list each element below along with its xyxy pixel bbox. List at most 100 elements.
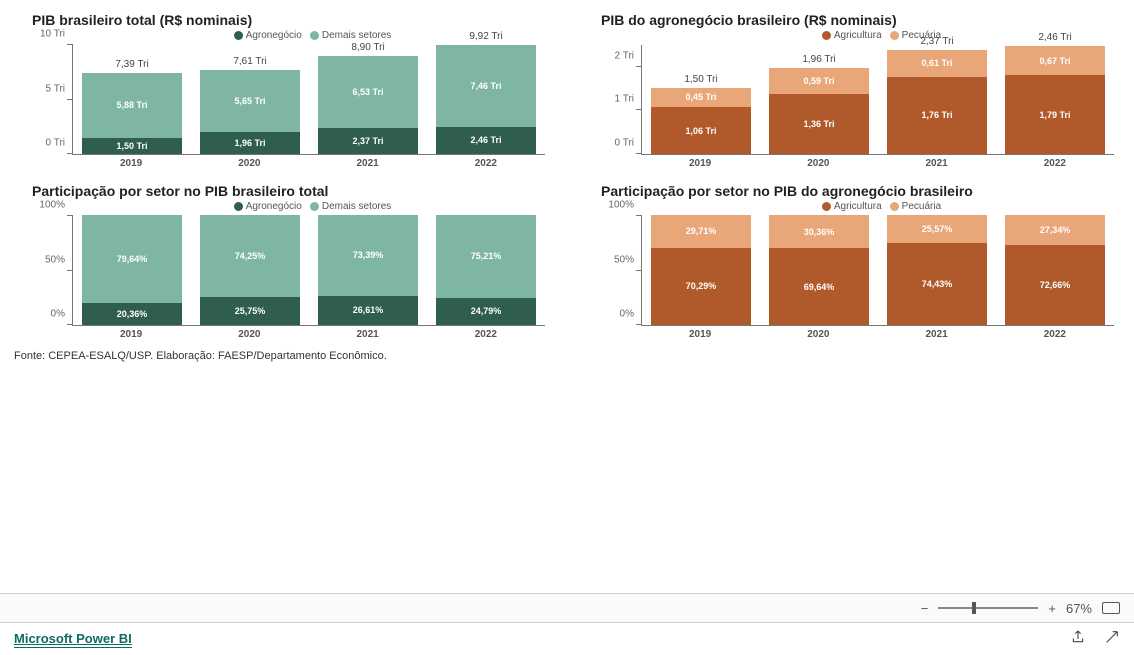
bar-total-label: 1,50 Tri: [684, 74, 717, 85]
chart-title: PIB do agronegócio brasileiro (R$ nomina…: [601, 12, 1114, 28]
bar-total-label: 7,61 Tri: [233, 56, 266, 67]
legend-label: Agricultura: [834, 201, 882, 212]
bar-segment[interactable]: 6,53 Tri: [318, 56, 417, 128]
chart-pib-total: PIB brasileiro total (R$ nominais)Agrone…: [12, 8, 553, 171]
bar-column[interactable]: 27,34% 72,66%: [1005, 215, 1104, 325]
bar-segment[interactable]: 20,36%: [82, 303, 181, 325]
bar-column[interactable]: 9,92 Tri7,46 Tri2,46 Tri: [436, 31, 535, 154]
bar-segment-label: 2,46 Tri: [470, 135, 501, 145]
bar-segment[interactable]: 69,64%: [769, 248, 868, 325]
legend-swatch: [234, 31, 243, 40]
x-axis-label: 2022: [436, 329, 535, 340]
report-canvas: PIB brasileiro total (R$ nominais) Agrone…: [0, 0, 1134, 362]
bar-segment[interactable]: 1,36 Tri: [769, 94, 868, 154]
zoom-slider[interactable]: [938, 607, 1038, 609]
x-axis-labels: 2019202020212022: [72, 326, 545, 340]
bars-container: 79,64%20,36% 74,25% 25,75% 73,39% 26,61% 75,2…: [73, 216, 545, 325]
bar-segment[interactable]: 29,71%: [651, 215, 750, 248]
bar-segment[interactable]: 0,67 Tri: [1005, 46, 1104, 75]
bar-segment-label: 26,61%: [353, 305, 384, 315]
y-axis-label: 0 Tri: [615, 138, 642, 149]
bar-segment-label: 6,53 Tri: [352, 87, 383, 97]
bar-segment[interactable]: 1,50 Tri: [82, 138, 181, 155]
zoom-out-button[interactable]: −: [921, 601, 929, 616]
bars-container: 29,71%70,29%30,36%69,64%25,57%74,43%27,3…: [642, 216, 1114, 325]
bar-segment[interactable]: 27,34%: [1005, 215, 1104, 245]
bar-segment[interactable]: 26,61%: [318, 296, 417, 325]
chart-title: Participação por setor no PIB brasileiro…: [32, 183, 545, 199]
bar-column[interactable]: 1,50 Tri 0,45 Tri 1,06 Tri: [651, 74, 750, 154]
bar-segment[interactable]: 24,79%: [436, 298, 535, 325]
y-axis-label: 100%: [608, 200, 642, 211]
bar-column[interactable]: 75,21% 24,79%: [436, 215, 535, 325]
bar-segment[interactable]: 75,21%: [436, 215, 535, 298]
bar-segment[interactable]: 2,46 Tri: [436, 127, 535, 154]
chart-grid: PIB brasileiro total (R$ nominais) Agrone…: [12, 8, 1122, 342]
bar-column[interactable]: 74,25% 25,75%: [200, 215, 299, 325]
legend-label: Agronegócio: [246, 201, 302, 212]
bar-segment[interactable]: 5,65 Tri: [200, 70, 299, 132]
bar-segment-label: 0,67 Tri: [1039, 56, 1070, 66]
bar-segment-label: 24,79%: [471, 306, 502, 316]
bar-segment-label: 29,71%: [686, 226, 717, 236]
bar-column[interactable]: 25,57% 74,43%: [887, 215, 986, 325]
bar-column[interactable]: 2,46 Tri 0,67 Tri 1,79 Tri: [1005, 32, 1104, 154]
legend-swatch: [822, 31, 831, 40]
bar-segment[interactable]: 2,37 Tri: [318, 128, 417, 154]
bar-segment[interactable]: 1,79 Tri: [1005, 75, 1104, 154]
zoom-toolbar: − + 67%: [0, 593, 1134, 623]
bar-column[interactable]: 7,61 Tri 5,65 Tri1,96 Tri: [200, 56, 299, 154]
chart-title: PIB brasileiro total (R$ nominais): [32, 12, 545, 28]
bar-column[interactable]: 30,36%69,64%: [769, 215, 868, 325]
bar-segment-label: 74,25%: [235, 251, 266, 261]
bar-segment[interactable]: 70,29%: [651, 248, 750, 325]
bar-column[interactable]: 1,96 Tri0,59 Tri1,36 Tri: [769, 54, 868, 154]
bar-segment[interactable]: 1,76 Tri: [887, 77, 986, 154]
zoom-in-button[interactable]: +: [1048, 601, 1056, 616]
bar-segment[interactable]: 1,96 Tri: [200, 132, 299, 154]
bar-segment[interactable]: 25,75%: [200, 297, 299, 325]
x-axis-label: 2020: [200, 158, 299, 169]
fit-to-page-icon[interactable]: [1102, 602, 1120, 614]
bar-segment[interactable]: 74,25%: [200, 215, 299, 297]
zoom-slider-thumb[interactable]: [972, 602, 976, 614]
bar-segment[interactable]: 0,45 Tri: [651, 88, 750, 108]
bar-column[interactable]: 2,37 Tri0,61 Tri1,76 Tri: [887, 36, 986, 154]
legend-swatch: [890, 202, 899, 211]
x-axis-label: 2020: [769, 329, 868, 340]
bar-segment[interactable]: 1,06 Tri: [651, 107, 750, 154]
chart-share-total: Participação por setor no PIB brasileiro…: [12, 179, 553, 342]
bar-segment[interactable]: 0,61 Tri: [887, 50, 986, 77]
chart-share-agro: Participação por setor no PIB do agroneg…: [581, 179, 1122, 342]
bars-container: 7,39 Tri5,88 Tri1,50 Tri 7,61 Tri 5,65 Tri…: [73, 45, 545, 154]
bar-segment[interactable]: 5,88 Tri: [82, 73, 181, 138]
plot-area: 0%50%100%29,71%70,29%30,36%69,64%25,57%7…: [641, 216, 1114, 326]
x-axis-label: 2022: [1005, 329, 1104, 340]
bar-segment[interactable]: 30,36%: [769, 215, 868, 248]
share-icon[interactable]: [1070, 629, 1086, 650]
x-axis-label: 2021: [887, 158, 986, 169]
bar-segment-label: 0,45 Tri: [685, 92, 716, 102]
bar-column[interactable]: 73,39% 26,61%: [318, 215, 417, 325]
bar-segment-label: 2,37 Tri: [352, 136, 383, 146]
plot-area: 0 Tri1 Tri2 Tri1,50 Tri0,45 Tri1,06 Tri1…: [641, 45, 1114, 155]
bar-total-label: 2,46 Tri: [1038, 32, 1071, 43]
bar-segment-label: 7,46 Tri: [470, 81, 501, 91]
bar-column[interactable]: 29,71% 70,29%: [651, 215, 750, 325]
bar-segment-label: 72,66%: [1040, 280, 1071, 290]
bar-column[interactable]: 79,64%20,36%: [82, 215, 181, 325]
bar-segment[interactable]: 7,46 Tri: [436, 45, 535, 127]
bar-column[interactable]: 7,39 Tri5,88 Tri1,50 Tri: [82, 59, 181, 154]
source-citation: Fonte: CEPEA-ESALQ/USP. Elaboração: FAES…: [14, 350, 1122, 362]
powerbi-brand-link[interactable]: Microsoft Power BI: [14, 631, 132, 648]
fullscreen-icon[interactable]: [1104, 629, 1120, 650]
bar-segment[interactable]: 74,43%: [887, 243, 986, 325]
bar-segment[interactable]: 73,39%: [318, 215, 417, 296]
bar-column[interactable]: 8,90 Tri6,53 Tri2,37 Tri: [318, 42, 417, 154]
bar-segment[interactable]: 0,59 Tri: [769, 68, 868, 94]
bar-segment[interactable]: 79,64%: [82, 215, 181, 303]
bar-segment-label: 25,57%: [922, 224, 953, 234]
bar-segment[interactable]: 25,57%: [887, 215, 986, 243]
bar-segment[interactable]: 72,66%: [1005, 245, 1104, 325]
legend-swatch: [822, 202, 831, 211]
